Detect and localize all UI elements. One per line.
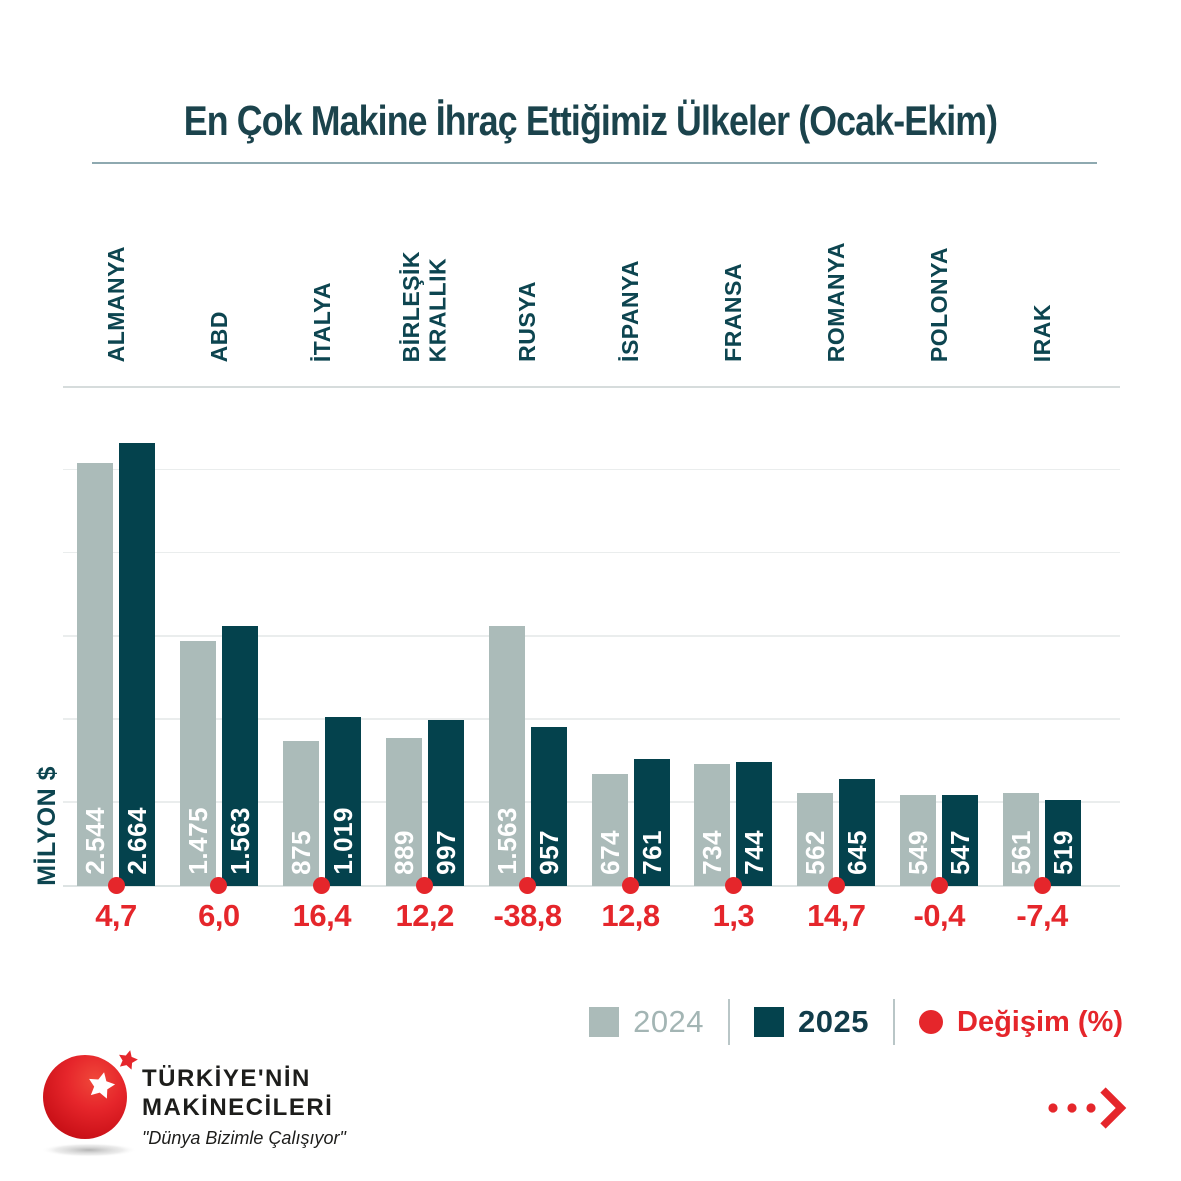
y-axis-label: MİLYON $	[32, 766, 61, 886]
legend-item-change: Değişim (%)	[919, 1006, 1123, 1039]
bar-2024-polonya: 549	[900, 794, 937, 886]
change-pct-fransa: 1,3	[712, 898, 755, 933]
x-axis-baseline	[63, 885, 1120, 887]
logo-line1: TÜRKİYE'NİN	[142, 1065, 311, 1092]
bar-2025-rusya: 957	[530, 726, 567, 886]
change-pct-romanya: 14,7	[807, 898, 866, 933]
logo-line2: MAKİNECİLERİ	[142, 1094, 334, 1122]
bar-value-label: 957	[533, 830, 564, 875]
bar-2025-bi̇rleşi̇k-krallik: 997	[427, 720, 464, 886]
change-pct-polonya: -0,4	[913, 898, 965, 933]
bar-value-label: 875	[285, 830, 316, 875]
bar-value-label: 549	[903, 830, 934, 875]
change-dot-romanya	[827, 877, 845, 894]
bar-2025-fransa: 744	[736, 762, 773, 886]
bar-value-label: 562	[800, 830, 831, 875]
bar-value-label: 997	[430, 830, 461, 875]
bar-value-label: 1.019	[327, 807, 358, 875]
bar-2025-polonya: 547	[942, 795, 979, 886]
change-pct-almanya: 4,7	[95, 898, 137, 933]
change-dot-bi̇rleşi̇k-krallik	[416, 877, 434, 894]
bar-value-label: 2.544	[80, 807, 110, 875]
legend-swatch-2025	[754, 1007, 785, 1037]
bar-2025-abd: 1.563	[221, 626, 258, 886]
change-dot-abd	[210, 877, 228, 894]
bar-2024-romanya: 562	[797, 792, 834, 886]
change-dot-polonya	[930, 877, 948, 894]
gridline-1000	[63, 718, 1120, 720]
legend-label-2025: 2025	[798, 1004, 870, 1039]
bar-2024-abd: 1.475	[179, 640, 216, 886]
bar-2024-irak: 561	[1003, 792, 1040, 886]
chart-legend: 2024 2025 Değişim (%)	[589, 998, 1123, 1046]
legend-divider	[893, 999, 896, 1045]
change-pct-i̇spanya: 12,8	[601, 898, 660, 933]
bar-value-label: 744	[739, 830, 770, 875]
change-dot-irak	[1033, 877, 1051, 894]
change-dot-i̇spanya	[622, 877, 639, 894]
change-pct-irak: -7,4	[1016, 898, 1068, 933]
plot-top-rule	[63, 386, 1120, 388]
bar-value-label: 734	[697, 830, 728, 875]
bar-2025-almanya: 2.664	[119, 442, 155, 886]
bar-value-label: 889	[388, 830, 419, 875]
bar-2025-romanya: 645	[839, 778, 876, 886]
bar-value-label: 1.563	[491, 807, 522, 875]
change-dot-fransa	[724, 877, 742, 894]
bar-2025-i̇talya: 1.019	[324, 716, 361, 886]
legend-label-change: Değişim (%)	[957, 1005, 1123, 1038]
change-pct-rusya: -38,8	[493, 898, 563, 933]
legend-swatch-2024	[589, 1007, 620, 1037]
bar-2025-i̇spanya: 761	[633, 759, 670, 886]
bar-value-label: 674	[594, 830, 625, 875]
gridline-2000	[63, 551, 1120, 554]
bar-2024-almanya: 2.544	[77, 462, 113, 886]
page-title-wrap: En Çok Makine İhraç Ettiğimiz Ülkeler (O…	[0, 97, 1181, 145]
bar-2024-bi̇rleşi̇k-krallik: 889	[385, 738, 422, 886]
bar-value-label: 561	[1006, 830, 1037, 875]
bar-value-label: 645	[842, 830, 873, 875]
bar-2025-irak: 519	[1045, 799, 1082, 886]
change-dot-i̇talya	[313, 877, 331, 894]
change-pct-i̇talya: 16,4	[292, 898, 352, 933]
change-dot-rusya	[519, 877, 537, 894]
bar-2024-fransa: 734	[694, 763, 731, 886]
change-pct-bi̇rleşi̇k-krallik: 12,2	[395, 898, 455, 933]
gridline-1500	[63, 635, 1120, 637]
legend-item-2025: 2025	[754, 1004, 869, 1040]
bar-value-label: 1.563	[224, 807, 255, 875]
legend-item-2024: 2024	[589, 1004, 704, 1040]
bar-value-label: 2.664	[122, 807, 152, 875]
bar-value-label: 1.475	[182, 807, 213, 875]
page-title: En Çok Makine İhraç Ettiğimiz Ülkeler (O…	[183, 97, 998, 144]
change-dot-almanya	[107, 877, 125, 894]
category-label-irak: IRAK	[1028, 303, 1055, 362]
legend-label-2024: 2024	[633, 1004, 705, 1039]
bar-value-label: 519	[1048, 830, 1079, 875]
logo-tagline: "Dünya Bizimle Çalışıyor"	[142, 1127, 346, 1148]
bar-value-label: 547	[945, 830, 976, 875]
change-dot-icon	[919, 1010, 944, 1034]
next-page-arrow-icon[interactable]	[1041, 1086, 1141, 1130]
bar-2024-rusya: 1.563	[488, 626, 525, 886]
bar-chart-plot-area: 2.544 2.664 1.475 1.563 875 1.019 889 997 1.563 9…	[63, 387, 1120, 894]
gridline-2500	[63, 468, 1120, 471]
title-divider	[92, 162, 1097, 164]
bar-2024-i̇talya: 875	[282, 740, 319, 886]
legend-divider	[728, 999, 731, 1045]
bar-value-label: 761	[636, 830, 667, 875]
y-axis-label-wrap: MİLYON $	[30, 690, 64, 886]
bar-2024-i̇spanya: 674	[591, 773, 628, 886]
red-globe-star-icon	[41, 1050, 138, 1157]
logo-text-block: TÜRKİYE'NİN MAKİNECİLERİ "Dünya Bizimle …	[142, 1064, 346, 1149]
turkiyenin-makinecileri-logo: TÜRKİYE'NİN MAKİNECİLERİ "Dünya Bizimle …	[38, 1042, 368, 1162]
change-pct-abd: 6,0	[198, 898, 240, 933]
